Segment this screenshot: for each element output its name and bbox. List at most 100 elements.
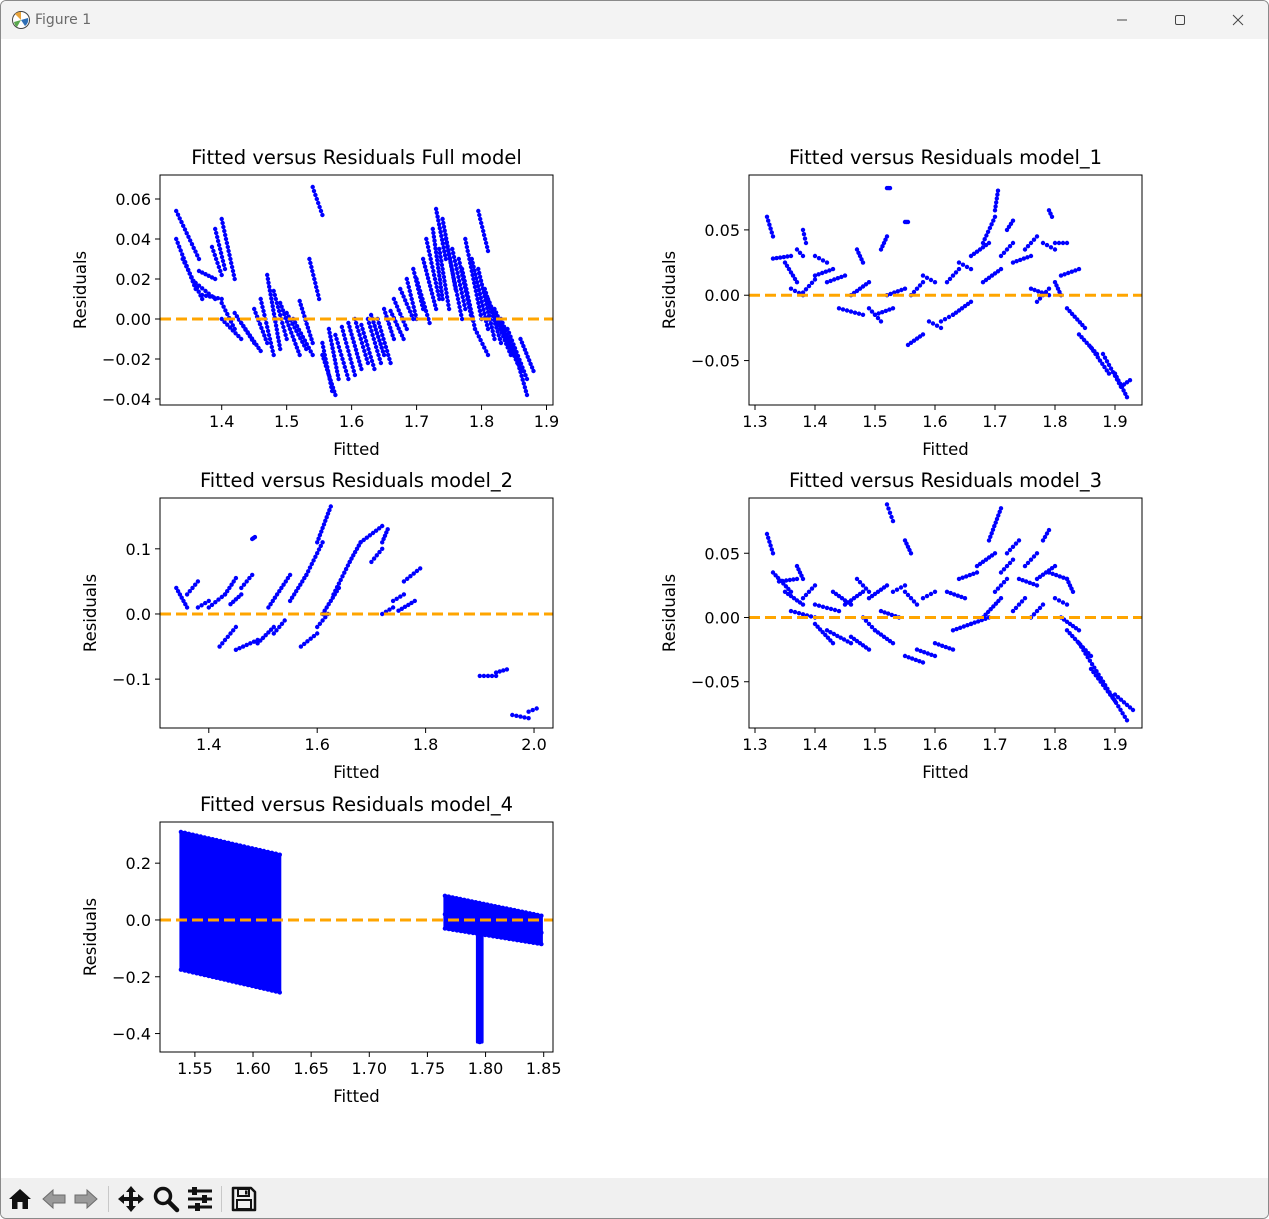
chart-1-data-point	[376, 334, 381, 339]
chart-5-data-point	[465, 898, 471, 903]
chart-1-data-point	[300, 334, 306, 340]
chart-5-y-axis-label: Residuals	[81, 898, 100, 976]
chart-5-data-point	[257, 985, 263, 990]
chart-4-data-point	[914, 647, 920, 652]
chart-3-data-point	[315, 624, 320, 630]
chart-3-data-point	[248, 641, 253, 646]
chart-2-data-point	[934, 323, 940, 328]
chart-3-data-point	[333, 588, 338, 593]
chart-1-data-point	[350, 336, 355, 341]
chart-4-data-point	[1052, 596, 1058, 601]
chart-3-data-point	[250, 572, 255, 578]
chart-5-data-point	[512, 907, 517, 913]
chart-2-data-point	[883, 308, 888, 314]
chart-2-data-point	[878, 247, 884, 252]
chart-4-data-point	[920, 596, 926, 601]
home-button[interactable]	[5, 1184, 35, 1214]
chart-2-data-point	[788, 286, 794, 291]
chart-3-data-point	[338, 577, 343, 583]
chart-2-data-point	[848, 309, 854, 314]
chart-1-data-point	[357, 332, 362, 338]
chart-3-data-point	[526, 716, 531, 721]
chart-1-data-point	[444, 294, 450, 300]
chart-1-data-point	[422, 264, 428, 269]
chart-1-data-point	[273, 296, 278, 302]
chart-2-data-point	[768, 226, 773, 231]
chart-4-data-point	[993, 520, 998, 525]
chart-4-x-axis-label: Fitted	[922, 763, 968, 782]
chart-3-data-point	[219, 594, 224, 600]
chart-1-data-point	[290, 334, 295, 339]
chart-1-data-point	[465, 294, 471, 300]
chart-4-data-point	[784, 578, 789, 583]
chart-5-dense-region	[179, 830, 282, 994]
chart-1-data-point	[222, 228, 227, 234]
chart-4-data-point	[854, 576, 860, 582]
chart-3-data-layer	[160, 504, 553, 721]
chart-1-data-point	[270, 348, 275, 354]
chart-5-data-point	[454, 928, 460, 933]
chart-5-data-point	[477, 929, 482, 934]
chart-2-data-point	[784, 263, 790, 268]
chart-1-data-point	[292, 320, 298, 325]
forward-button[interactable]	[71, 1184, 101, 1214]
chart-3-data-point	[233, 575, 239, 581]
chart-1-data-point	[329, 381, 334, 387]
save-button[interactable]	[229, 1184, 259, 1214]
chart-1-data-point	[493, 310, 499, 315]
chart-1-data-point	[436, 292, 441, 298]
chart-1-data-point	[266, 280, 271, 285]
chart-5-data-point	[500, 905, 505, 910]
chart-1-data-point	[432, 242, 438, 247]
chart-5-data-point	[242, 844, 247, 849]
chart-1-data-point	[262, 312, 267, 318]
chart-5-data-point	[446, 894, 451, 899]
chart-4-data-point	[1120, 711, 1125, 716]
chart-3-data-point	[274, 592, 280, 597]
chart-4-data-point	[800, 612, 806, 617]
chart-5-data-point	[503, 936, 508, 941]
chart-1-data-point	[431, 299, 437, 304]
figure-canvas[interactable]: 1.4 1.5 1.6 1.7 1.8 1.9 −0.04 −0.02 0.00 0.02 0.04…	[1, 39, 1268, 1177]
chart-4-data-point	[776, 579, 782, 584]
zoom-button[interactable]	[151, 1184, 181, 1214]
chart-1-data-point	[200, 286, 205, 291]
chart-2-x-tick-label: 1.7	[982, 412, 1007, 431]
chart-4-data-point	[920, 660, 926, 665]
chart-5-x-tick-label: 1.55	[177, 1059, 213, 1078]
chart-2-data-point	[984, 233, 989, 238]
minimize-button[interactable]	[1093, 1, 1151, 39]
chart-3-data-point	[225, 589, 230, 594]
chart-2-data-point	[985, 229, 991, 234]
back-button[interactable]	[39, 1184, 69, 1214]
title-bar[interactable]: Figure 1	[1, 1, 1268, 39]
chart-5-data-point	[273, 989, 278, 994]
configure-subplots-button[interactable]	[185, 1184, 215, 1214]
chart-1-data-point	[305, 325, 311, 330]
chart-1-data-point	[433, 206, 439, 212]
chart-1-data-point	[450, 268, 455, 274]
chart-1-data-point	[433, 250, 439, 255]
chart-5-data-point	[477, 969, 482, 974]
chart-2-data-point	[1093, 351, 1098, 357]
chart-1-data-point	[257, 321, 263, 327]
chart-1-data-point	[316, 296, 322, 302]
chart-1-data-point	[423, 268, 429, 273]
maximize-button[interactable]	[1151, 1, 1209, 39]
chart-1-data-point	[362, 348, 367, 354]
chart-4-data-point	[968, 621, 974, 627]
chart-1-y-tick-label: 0.04	[115, 230, 151, 249]
chart-1-data-point	[396, 308, 401, 313]
pan-button[interactable]	[116, 1184, 146, 1214]
close-button[interactable]	[1209, 1, 1267, 39]
chart-1-data-point	[368, 354, 373, 360]
chart-3-data-point	[485, 673, 491, 679]
chart-4-data-point	[1060, 600, 1066, 605]
chart-1-data-point	[451, 254, 457, 260]
chart-2-data-point	[920, 332, 926, 337]
chart-1-data-point	[390, 312, 395, 317]
chart-1-data-point	[321, 356, 326, 361]
chart-1-data-point	[223, 308, 228, 313]
chart-1-data-point	[269, 296, 274, 301]
chart-3-data-point	[401, 592, 407, 597]
